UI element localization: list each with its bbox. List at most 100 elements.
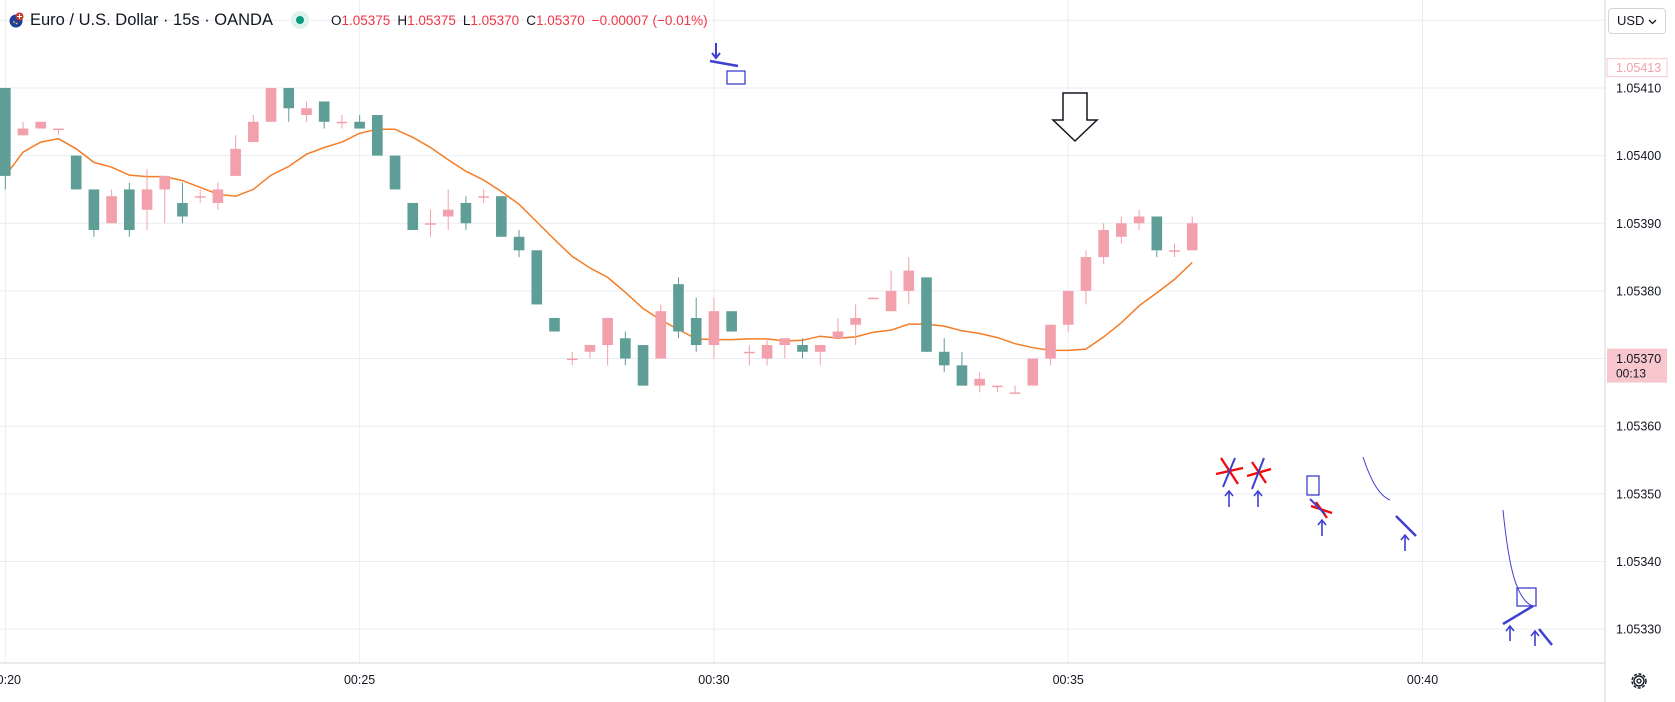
candle: [584, 345, 596, 359]
candle: [1062, 290, 1074, 332]
candle: [159, 175, 171, 224]
candle: [974, 372, 985, 393]
low-value: L1.05370: [462, 12, 520, 28]
candle-body: [318, 101, 330, 122]
down-arrow-marker[interactable]: [709, 43, 746, 85]
candle-body: [797, 345, 808, 352]
candle: [106, 189, 117, 224]
candle-body: [1009, 392, 1021, 394]
candle-body: [354, 121, 365, 129]
candle: [903, 257, 915, 305]
candle-body: [673, 284, 684, 332]
candle: [637, 345, 649, 386]
price-label: 1.05410: [1616, 81, 1661, 95]
candle-body: [620, 338, 631, 359]
chevron-down-icon: [1648, 19, 1657, 25]
candle-body: [1045, 324, 1056, 359]
high-value: H1.05375: [397, 12, 456, 28]
candle: [1080, 250, 1092, 305]
candle-body: [442, 209, 454, 217]
candle: [53, 128, 64, 136]
candle: [655, 304, 667, 359]
candle: [992, 385, 1003, 393]
down-hollow-arrow-drawing[interactable]: [1051, 92, 1099, 143]
candle-body: [460, 202, 472, 224]
candle: [194, 189, 206, 203]
price-label: 1.05400: [1616, 149, 1661, 163]
candle-body: [921, 277, 932, 352]
candle: [124, 182, 135, 237]
candle: [248, 115, 259, 143]
candle-body: [584, 345, 596, 352]
symbol-legend[interactable]: Euro / U.S. Dollar · 15s · OANDA O1.0537…: [8, 8, 708, 32]
trend-line-marker[interactable]: [1502, 509, 1553, 646]
cross-marker[interactable]: [1215, 457, 1244, 507]
current-price-label: 1.05370: [1616, 352, 1661, 366]
currency-selector[interactable]: USD: [1608, 8, 1666, 34]
candle: [1186, 216, 1198, 251]
candle: [478, 189, 489, 203]
chart-drawings[interactable]: [709, 43, 1553, 646]
candle-body: [956, 365, 968, 386]
market-open-status-icon[interactable]: [290, 11, 309, 29]
candle-body: [159, 175, 171, 190]
candle-body: [177, 202, 188, 217]
candle: [708, 297, 720, 359]
candle: [1098, 223, 1109, 264]
candle: [690, 297, 702, 352]
trend-line-marker[interactable]: [1362, 456, 1417, 551]
cross-marker[interactable]: [1306, 475, 1333, 536]
symbol-title[interactable]: Euro / U.S. Dollar · 15s · OANDA: [30, 10, 273, 29]
price-label: 1.05380: [1616, 284, 1661, 298]
candle-body: [744, 351, 755, 354]
candle: [797, 338, 808, 359]
candle: [620, 331, 631, 366]
candle-body: [992, 385, 1003, 388]
time-label: 00:25: [344, 673, 375, 687]
candle: [744, 345, 755, 366]
candle-body: [938, 351, 950, 366]
candle: [1151, 216, 1163, 258]
candle: [921, 277, 932, 352]
candle-body: [212, 189, 224, 203]
candle: [372, 115, 383, 156]
candle: [1045, 324, 1056, 366]
candle-body: [566, 358, 578, 361]
candle: [318, 101, 330, 129]
candle-body: [1169, 250, 1180, 252]
open-value: O1.05375: [330, 12, 391, 28]
candle-body: [194, 196, 206, 198]
candle: [1009, 385, 1021, 394]
candle: [336, 115, 348, 129]
currency-label: USD: [1617, 13, 1645, 28]
price-change: −0.00007 (−0.01%): [591, 12, 708, 28]
candle-body: [1062, 290, 1074, 325]
price-label: 1.05350: [1616, 487, 1661, 501]
candle: [354, 115, 365, 129]
candle-body: [1027, 358, 1039, 386]
candle-body: [1080, 257, 1092, 291]
moving-average-line: [4, 128, 1193, 352]
candle-body: [389, 155, 401, 190]
candle: [230, 135, 241, 176]
candle: [513, 230, 525, 258]
candle: [938, 338, 950, 373]
price-label: 1.05330: [1616, 623, 1661, 637]
candle: [1133, 209, 1145, 231]
candle-body: [655, 311, 667, 359]
candle: [566, 351, 578, 366]
candle: [1169, 243, 1180, 258]
candle: [35, 121, 47, 129]
candle: [70, 155, 82, 190]
gear-icon[interactable]: [1626, 668, 1652, 694]
price-label: 1.05360: [1616, 420, 1661, 434]
high-price-label: 1.05413: [1616, 61, 1661, 75]
candle-body: [425, 223, 436, 225]
cross-marker[interactable]: [1246, 457, 1272, 507]
candle-body: [637, 345, 649, 386]
candle-body: [265, 87, 277, 122]
candle-body: [779, 338, 791, 346]
time-label: 00:20: [0, 673, 21, 687]
candle-body: [1186, 223, 1198, 251]
